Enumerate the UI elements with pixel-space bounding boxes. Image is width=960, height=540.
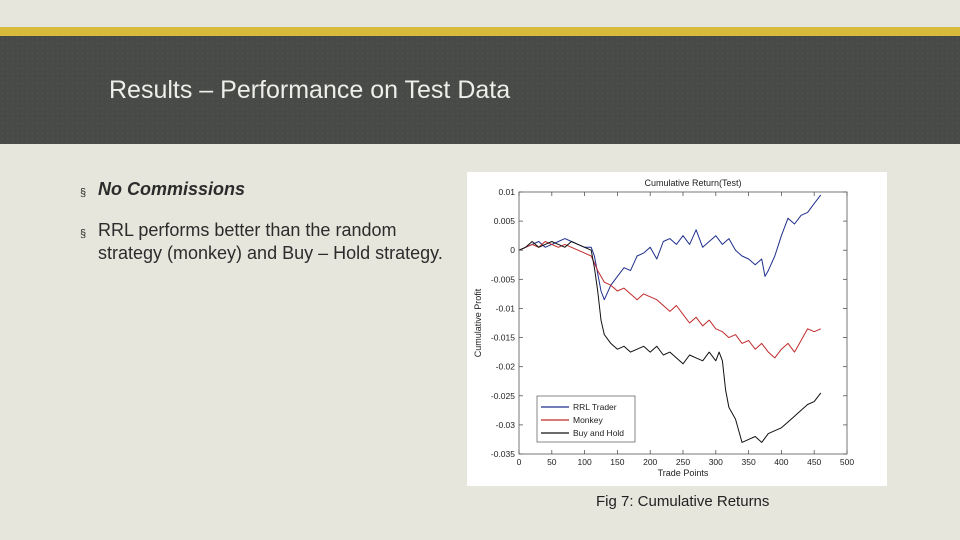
x-tick-label: 0: [517, 457, 522, 467]
series-line-buy-and-hold: [518, 241, 822, 443]
y-tick-label: -0.03: [496, 420, 516, 430]
x-tick-label: 250: [676, 457, 690, 467]
y-tick-label: 0.01: [498, 187, 515, 197]
x-tick-label: 100: [578, 457, 592, 467]
chart-title: Cumulative Return(Test): [644, 178, 741, 188]
x-tick-label: 350: [742, 457, 756, 467]
legend-label: Buy and Hold: [573, 428, 624, 438]
y-tick-label: -0.025: [491, 391, 515, 401]
bullet-list: § No Commissions § RRL performs better t…: [78, 178, 458, 283]
accent-bar: [0, 27, 960, 36]
x-tick-label: 150: [610, 457, 624, 467]
bullet-text-no-commissions: No Commissions: [98, 179, 246, 199]
bullet-item: § No Commissions: [78, 178, 458, 201]
y-tick-label: 0: [510, 245, 515, 255]
bullet-marker: §: [80, 187, 87, 199]
y-tick-label: 0.005: [494, 216, 516, 226]
y-tick-label: -0.035: [491, 449, 515, 459]
x-tick-label: 300: [709, 457, 723, 467]
chart-panel: 0 50 100 150 200 250 300 350 400 450 500 0.01 0.005 0…: [467, 172, 887, 486]
figure-caption: Fig 7: Cumulative Returns: [596, 493, 770, 510]
y-tick-label: -0.01: [496, 303, 516, 313]
x-axis-label: Trade Points: [658, 468, 709, 478]
y-tick-label: -0.005: [491, 274, 515, 284]
cumulative-return-chart: 0 50 100 150 200 250 300 350 400 450 500 0.01 0.005 0…: [473, 178, 854, 478]
y-axis-label: Cumulative Profit: [473, 288, 483, 357]
x-tick-label: 500: [840, 457, 854, 467]
y-tick-label: -0.015: [491, 333, 515, 343]
x-tick-label: 50: [547, 457, 557, 467]
bullet-marker: §: [80, 228, 87, 240]
bullet-item: § RRL performs better than the random st…: [78, 219, 458, 265]
x-tick-label: 200: [643, 457, 657, 467]
x-tick-label: 450: [807, 457, 821, 467]
legend: RRL Trader Monkey Buy and Hold: [536, 395, 636, 443]
title-banner: [0, 36, 960, 144]
bullet-text-rrl-performance: RRL performs better than the random stra…: [98, 220, 443, 263]
x-tick-label: 400: [774, 457, 788, 467]
legend-label: RRL Trader: [573, 402, 617, 412]
slide-title: Results – Performance on Test Data: [109, 76, 511, 104]
y-tick-label: -0.02: [496, 362, 516, 372]
series-line-monkey: [518, 241, 822, 359]
legend-box: [536, 395, 636, 443]
legend-label: Monkey: [573, 415, 604, 425]
